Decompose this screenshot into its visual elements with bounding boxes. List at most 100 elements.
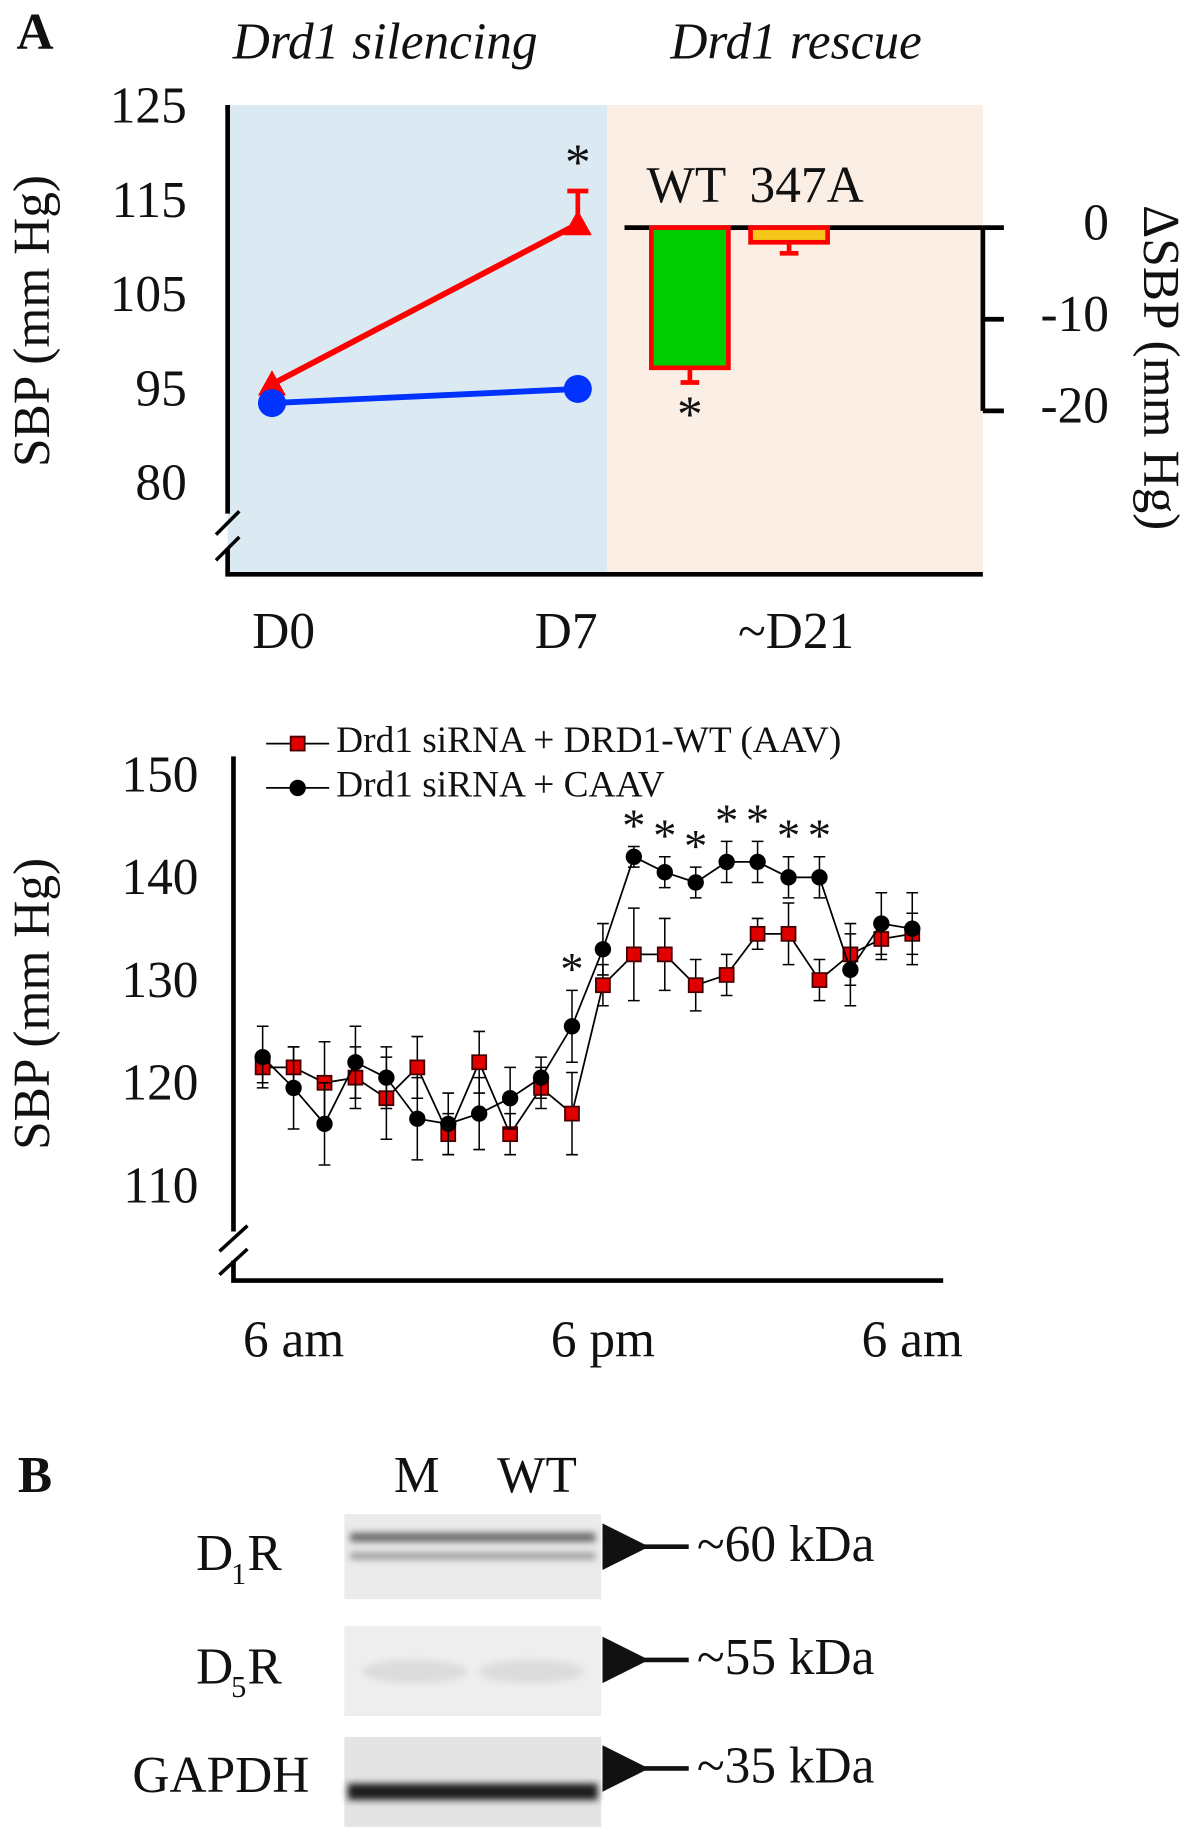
- marker-circle: [471, 1105, 488, 1122]
- marker-circle: [563, 1018, 581, 1035]
- marker-circle: [904, 920, 921, 937]
- series-line: [262, 855, 913, 1126]
- x-tick-label: 6 am: [862, 1312, 963, 1369]
- marker-circle: [440, 1115, 457, 1133]
- y2-tick-label: -20: [1040, 378, 1108, 435]
- marker-circle: [780, 869, 797, 886]
- legend-marker: [289, 735, 306, 752]
- y-tick-label: 125: [110, 78, 187, 135]
- marker-circle: [285, 1079, 302, 1097]
- blot-label: D: [196, 1525, 233, 1582]
- y2-tick-label: 0: [1083, 194, 1109, 251]
- marker-circle: [656, 864, 673, 881]
- size-label: ~35 kDa: [697, 1738, 875, 1795]
- marker-triangle: [257, 370, 286, 396]
- y-tick-label: 80: [135, 455, 186, 512]
- bar: [748, 225, 830, 245]
- bar-label: WT: [646, 157, 726, 214]
- annotation: *: [808, 810, 831, 862]
- error-bar: [680, 367, 700, 385]
- axes: [214, 105, 986, 577]
- blot-label: R: [247, 1525, 282, 1582]
- size-label: ~55 kDa: [697, 1629, 875, 1686]
- marker-circle: [563, 374, 592, 403]
- series-line: [262, 932, 913, 1137]
- annotation: *: [560, 944, 583, 996]
- y-tick-label: 115: [112, 172, 187, 229]
- axis-break: [218, 1224, 249, 1276]
- y-tick-label: 105: [110, 266, 187, 323]
- lane-label: M: [394, 1447, 440, 1504]
- blot-band: [361, 1659, 467, 1684]
- marker-triangle: [563, 209, 592, 236]
- annotation: *: [565, 134, 591, 191]
- chart-title: Drd1 silencing: [232, 13, 538, 70]
- blot-band: [350, 1552, 596, 1560]
- axes: [218, 756, 944, 1283]
- y-tick-label: 110: [123, 1157, 198, 1214]
- marker-circle: [378, 1069, 395, 1086]
- marker-circle: [532, 1069, 550, 1086]
- marker-circle: [687, 874, 704, 891]
- marker-circle: [749, 853, 766, 871]
- marker-circle: [873, 915, 890, 932]
- bar: [649, 225, 731, 371]
- y-tick-label: 130: [121, 952, 198, 1009]
- marker-circle: [718, 853, 735, 871]
- axis-line: [225, 105, 983, 577]
- panel-label: B: [18, 1447, 52, 1504]
- annotation: *: [677, 387, 703, 444]
- lane-label: WT: [497, 1447, 577, 1504]
- annotation: *: [777, 810, 800, 862]
- marker-circle: [409, 1110, 426, 1127]
- y2-tick-label: -10: [1040, 286, 1108, 343]
- marker-circle: [316, 1115, 333, 1133]
- blot-label-subscript: 5: [231, 1670, 246, 1704]
- chart-title: Drd1 rescue: [669, 13, 922, 70]
- y-tick-label: 150: [121, 747, 198, 804]
- marker-square: [471, 1054, 488, 1071]
- annotation: *: [684, 820, 707, 872]
- size-label: ~60 kDa: [697, 1516, 875, 1573]
- axis-break: [214, 510, 241, 562]
- marker-circle: [625, 848, 643, 865]
- marker-square: [409, 1059, 426, 1076]
- blot-band: [478, 1659, 584, 1684]
- marker-circle: [501, 1090, 519, 1107]
- series-line: [270, 221, 580, 387]
- y-tick-label: 95: [135, 360, 186, 417]
- legend-label: Drd1 siRNA + DRD1-WT (AAV): [336, 720, 841, 761]
- x-tick-label: D7: [535, 603, 598, 660]
- series-line: [271, 386, 578, 407]
- marker-square: [780, 925, 797, 942]
- marker-circle: [347, 1054, 364, 1071]
- annotation: *: [653, 810, 676, 862]
- blot-label: GAPDH: [132, 1747, 309, 1804]
- marker-circle: [257, 389, 286, 418]
- annotation: *: [746, 795, 769, 847]
- marker-circle: [594, 941, 612, 958]
- x-tick-label: 6 am: [243, 1312, 344, 1369]
- legend-label: Drd1 siRNA + CAAV: [336, 765, 665, 806]
- marker-circle: [254, 1048, 271, 1066]
- marker-square: [811, 972, 828, 988]
- y-axis-label: SBP (mm Hg): [4, 175, 61, 467]
- x-axis-label: ~D21: [738, 603, 854, 660]
- axis-line: [231, 756, 944, 1283]
- blot-band: [347, 1783, 598, 1800]
- marker-circle: [842, 961, 859, 978]
- annotation: *: [622, 800, 645, 852]
- marker-square: [625, 946, 642, 963]
- blot: [344, 1513, 602, 1827]
- y-tick-label: 140: [121, 849, 198, 906]
- bar-label: 347A: [750, 157, 864, 214]
- y-axis-label: SBP (mm Hg): [4, 858, 61, 1150]
- blot-band: [350, 1532, 596, 1543]
- blot-strip: [344, 1736, 602, 1827]
- legend-marker: [289, 779, 306, 797]
- marker-square: [749, 925, 766, 942]
- marker-square: [564, 1105, 580, 1122]
- marker-circle: [811, 869, 828, 886]
